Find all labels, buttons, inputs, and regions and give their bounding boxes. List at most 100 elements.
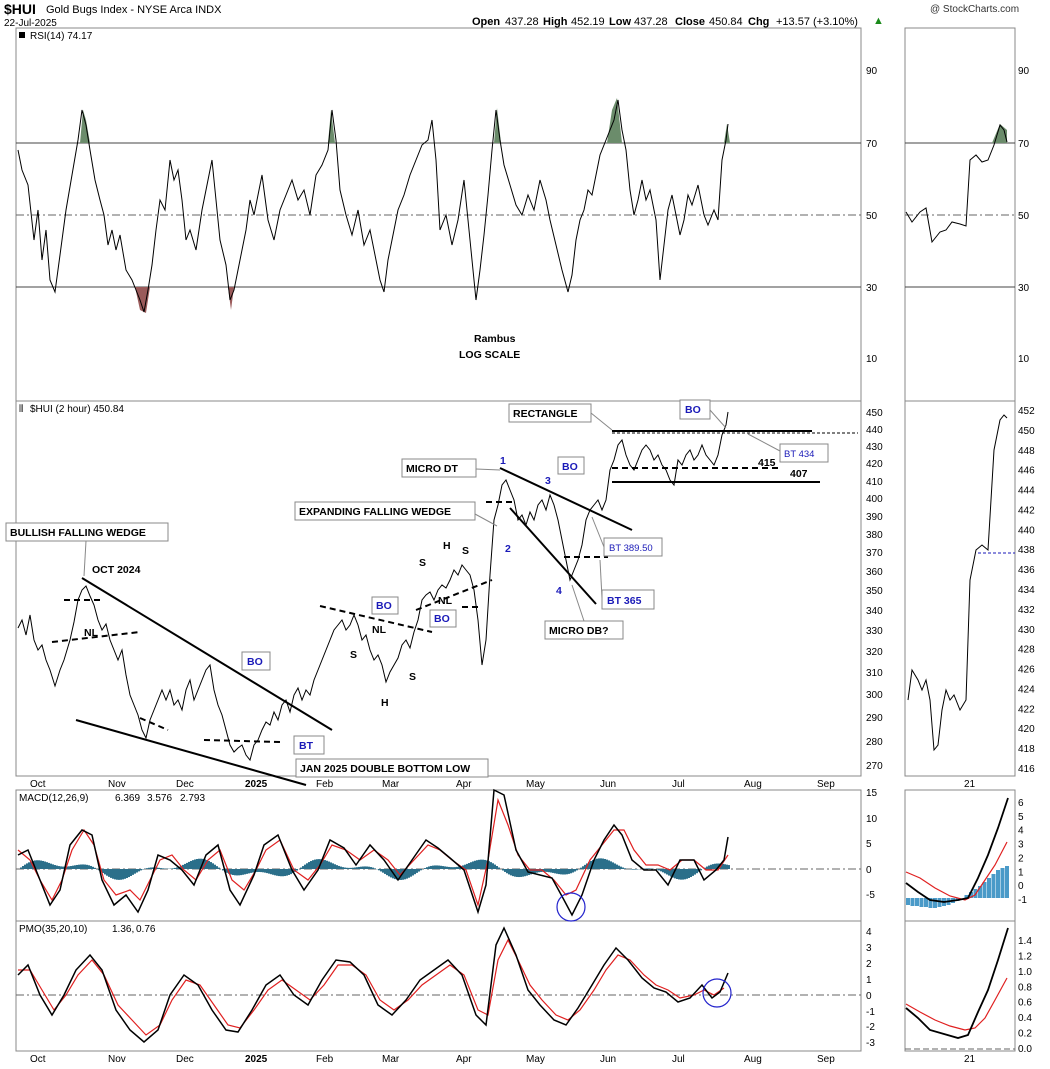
macd-hist-bar: [590, 861, 592, 869]
pmo-tick: -1: [866, 1007, 875, 1018]
wedge-upper-line: [81, 577, 333, 731]
macd-hist-bar: [116, 869, 118, 880]
rsi-tick: 70: [866, 139, 878, 150]
pmo-axis: 4 3 2 1 0 -1 -2 -3: [866, 927, 875, 1049]
macd-hist-bar: [696, 869, 698, 874]
macd-hist-bar: [312, 860, 314, 869]
macd-hist-bar: [724, 864, 726, 869]
macd-hist-bar: [162, 868, 164, 869]
bar-chart-icon: ⫴: [19, 404, 23, 415]
oct-2024-label: OCT 2024: [92, 564, 141, 576]
macd-hist-bar: [544, 869, 546, 872]
macd-hist-bar: [676, 869, 678, 880]
macd-hist-bar: [420, 869, 422, 871]
callout-box: [371, 596, 399, 615]
macd-hist-bar: [710, 864, 712, 869]
macd-legend-v1: 6.369: [115, 793, 140, 804]
macd-hist-bar: [248, 869, 250, 874]
rsi-axis: 90 70 50 30 10 90 70 50 30 10: [866, 66, 1030, 365]
pmo-tick: 4: [866, 927, 872, 938]
macd-legend-name: MACD(12,26,9): [19, 793, 88, 804]
macd-hist-bar: [152, 867, 154, 869]
chart-date: 22-Jul-2025: [4, 18, 57, 29]
macd-hist-bar: [546, 869, 548, 872]
macd-hist-bar: [364, 866, 366, 869]
bullish-falling-wedge-label: BULLISH FALLING WEDGE: [10, 527, 146, 539]
macd-hist-bar: [516, 869, 518, 877]
macd-hist-bar: [190, 860, 192, 869]
macd-axis: 15 10 5 0 -5: [866, 788, 878, 901]
macd-hist-bar: [102, 869, 104, 874]
callout-box: [429, 609, 457, 628]
macd-hist-bar: [24, 864, 26, 869]
macd-hist-bar: [194, 859, 196, 869]
macd-hist-bar: [44, 861, 46, 869]
x-label: 2025: [245, 779, 268, 790]
macd-hist-bar: [404, 869, 406, 880]
macd-hist-bar: [594, 859, 596, 869]
macd-right-hist-bar: [1000, 868, 1005, 898]
macd-hist-bar: [660, 869, 662, 872]
callout-pointer: [709, 409, 727, 429]
pmo-tick: 1: [866, 975, 872, 986]
rsi-legend-swatch: [19, 32, 25, 38]
pmo-panel-frame: [15, 920, 862, 1052]
neckline-dashed: [51, 631, 141, 643]
price-right-tick: 432: [1018, 605, 1035, 616]
macd-hist-bar: [46, 862, 48, 869]
x-label: May: [526, 779, 545, 790]
macd-hist-bar: [42, 860, 44, 869]
macd-hist-bar: [596, 858, 598, 869]
macd-hist-bar: [308, 862, 310, 869]
efw-upper-line: [499, 467, 633, 531]
macd-hist-bar: [536, 869, 538, 873]
macd-hist-bar: [632, 869, 634, 870]
macd-hist-bar: [290, 869, 292, 875]
macd-hist-bar: [568, 869, 570, 874]
rsi-extremes: [80, 98, 1007, 313]
macd-hist-bar: [244, 869, 246, 875]
macd-hist-bar: [38, 860, 40, 869]
up-triangle-icon: ▲: [873, 15, 884, 27]
macd-hist-bar: [88, 865, 90, 869]
macd-right-hist-bar: [906, 898, 910, 905]
macd-hist-bar: [370, 867, 372, 869]
macd-right-hist-bar: [978, 886, 982, 898]
price-tick: 440: [866, 425, 883, 436]
macd-hist-bar: [368, 866, 370, 869]
pmo-right-tick: 0.8: [1018, 982, 1032, 993]
price-tick: 270: [866, 761, 883, 772]
price-right-tick: 418: [1018, 744, 1035, 755]
macd-hist-bar: [328, 861, 330, 869]
macd-right-hist-bar: [933, 898, 937, 908]
macd-hist-bar: [562, 869, 564, 875]
macd-tick: -5: [866, 890, 875, 901]
macd-hist-bar: [692, 869, 694, 876]
price-legend: $HUI (2 hour) 450.84: [30, 404, 124, 415]
x-label: Feb: [316, 1054, 334, 1065]
callout-box: [5, 522, 169, 542]
macd-hist-bar: [444, 866, 446, 869]
macd-hist-bar: [432, 865, 434, 869]
macd-hist-bar: [584, 864, 586, 869]
macd-hist-bar: [58, 866, 60, 869]
macd-hist-bar: [416, 869, 418, 873]
macd-hist-bar: [572, 869, 574, 873]
x-label: Jun: [600, 779, 616, 790]
macd-hist-bar: [236, 869, 238, 876]
price-tick: 290: [866, 713, 883, 724]
rectangle-label: RECTANGLE: [513, 408, 578, 420]
macd-hist-bar: [498, 867, 500, 869]
x-label-right: 21: [964, 1054, 976, 1065]
macd-hist-bar: [76, 864, 78, 869]
callout-box: [293, 735, 325, 755]
macd-right-tick: 6: [1018, 798, 1024, 809]
macd-hist-bar: [124, 869, 126, 879]
price-tick: 360: [866, 567, 883, 578]
macd-hist-bar: [332, 863, 334, 869]
rsi-right-line: [905, 123, 1008, 244]
price-tick: 320: [866, 647, 883, 658]
macd-hist-bar: [604, 858, 606, 869]
macd-hist-bar: [360, 866, 362, 869]
macd-hist-bar: [468, 863, 470, 869]
